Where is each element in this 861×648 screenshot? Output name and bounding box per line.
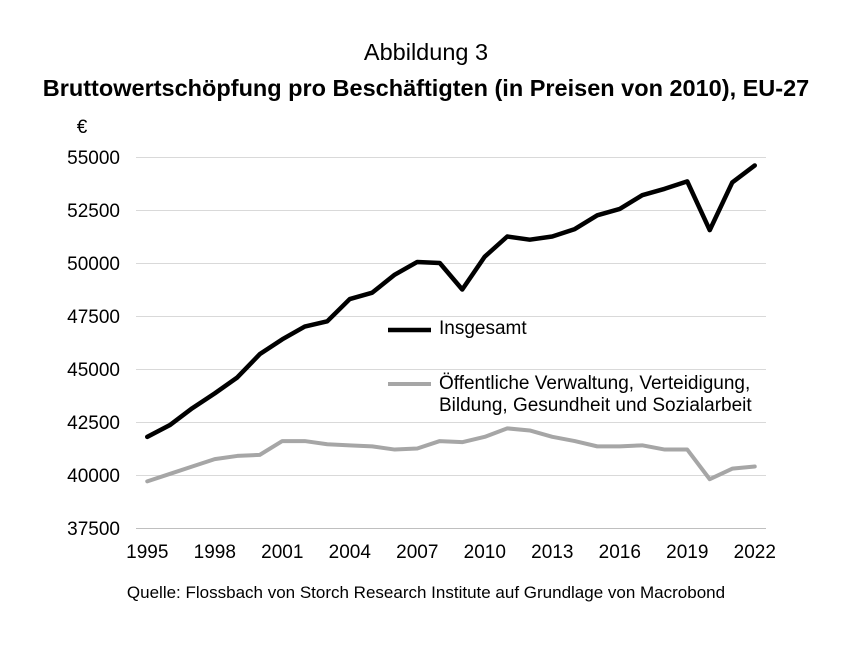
x-tick-label: 2013 <box>531 542 573 563</box>
legend <box>388 327 431 386</box>
x-tick-label: 2019 <box>666 542 708 563</box>
x-tick-label: 2004 <box>329 542 372 563</box>
x-tick-label: 2007 <box>396 542 438 563</box>
chart-title: Bruttowertschöpfung pro Beschäftigten (i… <box>42 75 810 101</box>
y-tick-label: 52500 <box>67 201 120 222</box>
x-tick-label: 2016 <box>599 542 641 563</box>
series-line-oeffentliche-verwaltung <box>145 426 757 484</box>
series-lines <box>145 163 757 484</box>
y-tick-label: 42500 <box>67 413 120 434</box>
y-tick-label: 45000 <box>67 360 120 381</box>
x-tick-label: 1998 <box>194 542 236 563</box>
y-tick-label: 37500 <box>67 519 120 540</box>
y-axis-unit-label: € <box>77 117 88 138</box>
x-tick-label: 2022 <box>734 542 776 563</box>
y-axis-tick-labels: 37500 40000 42500 45000 47500 50000 52500 55000 <box>67 148 120 540</box>
x-tick-label: 1995 <box>126 542 168 563</box>
y-tick-label: 50000 <box>67 254 120 275</box>
legend-label-insgesamt: Insgesamt <box>439 318 527 339</box>
y-tick-label: 55000 <box>67 148 120 169</box>
x-tick-label: 2001 <box>261 542 303 563</box>
source-note: Quelle: Flossbach von Storch Research In… <box>126 583 726 602</box>
series-line-insgesamt <box>145 163 757 440</box>
y-tick-label: 47500 <box>67 307 120 328</box>
legend-label-oeffentliche-verwaltung: Öffentliche Verwaltung, Verteidigung, Bi… <box>439 373 752 416</box>
y-tick-label: 40000 <box>67 466 120 487</box>
figure-label: Abbildung 3 <box>363 39 489 65</box>
x-tick-label: 2010 <box>464 542 506 563</box>
x-axis-tick-labels: 1995 1998 2001 2004 2007 2010 2013 2016 2019 2022 <box>126 542 776 563</box>
horizontal-gridlines <box>136 157 766 529</box>
